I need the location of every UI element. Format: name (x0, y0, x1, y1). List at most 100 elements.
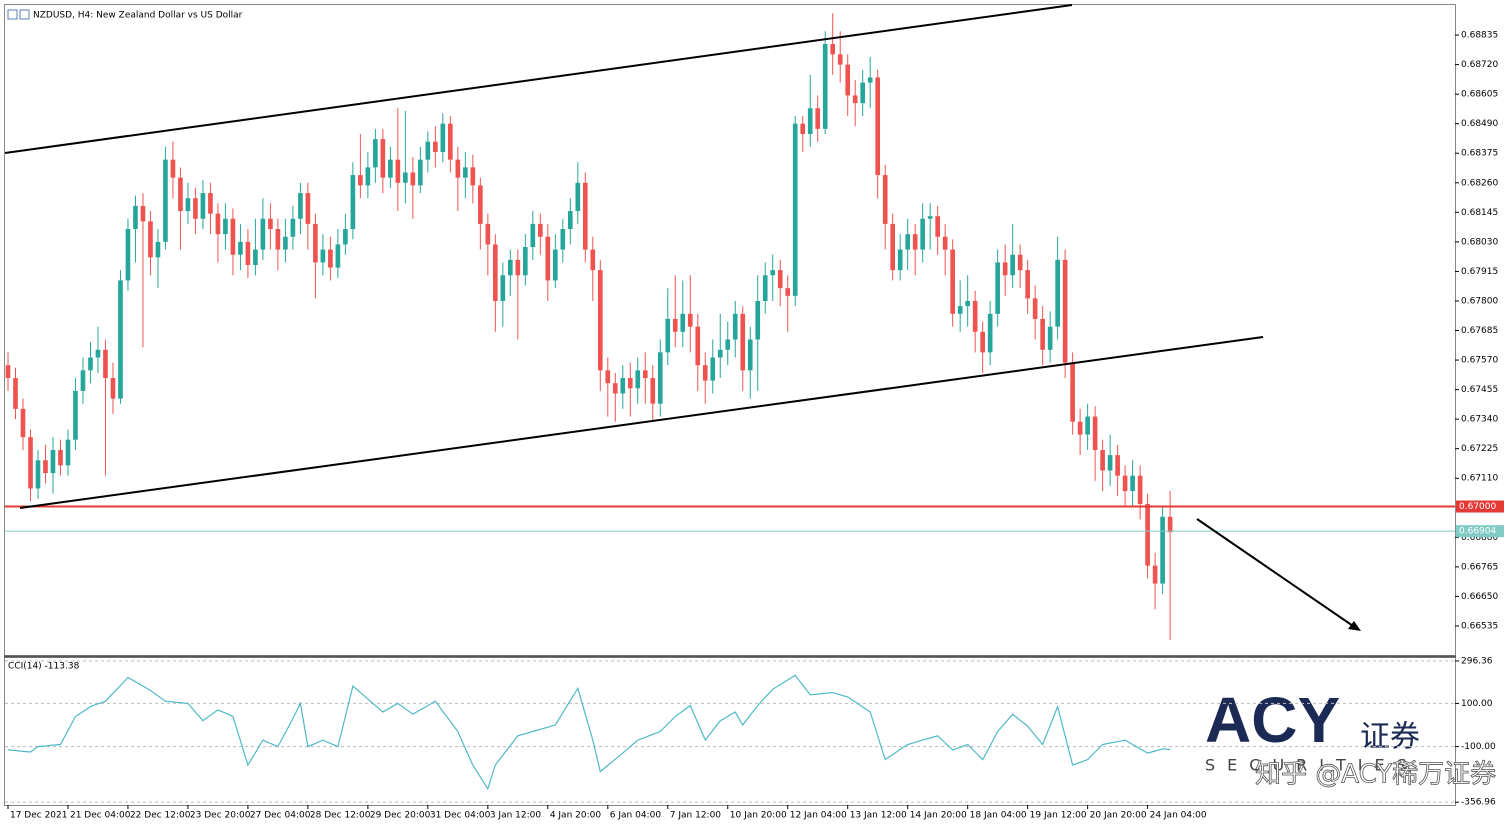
candle-body (425, 141, 431, 160)
candle-body (920, 218, 926, 250)
candle-body (478, 185, 483, 224)
candle-body (552, 249, 558, 281)
candle-body (88, 357, 93, 371)
y-tick-label: 0.68835 (1461, 31, 1498, 41)
y-tick-label: 0.68260 (1461, 178, 1498, 188)
x-tick-label: 29 Dec 20:00 (370, 811, 431, 821)
candle-body (995, 262, 1000, 314)
y-tick-label: 0.68490 (1461, 119, 1498, 129)
watermark-brand-cn: 证券 (1360, 720, 1420, 755)
price-label: 0.66904 (1459, 527, 1496, 537)
y-tick-label: 0.67225 (1461, 444, 1498, 454)
candle-body (672, 318, 678, 332)
candle-body (193, 198, 198, 219)
candle-body (1055, 259, 1060, 327)
candle-body (867, 77, 873, 83)
candle-body (627, 378, 633, 389)
candle-body (140, 205, 146, 222)
candle-body (493, 244, 498, 301)
candle-body (1167, 516, 1173, 533)
candle-body (845, 64, 851, 96)
candle-body (253, 249, 258, 265)
x-tick-label: 28 Dec 12:00 (310, 811, 371, 821)
candle-body (350, 175, 356, 230)
y-tick-label: 0.67570 (1461, 356, 1498, 366)
candle-body (433, 141, 438, 152)
x-tick-label: 23 Dec 20:00 (190, 811, 251, 821)
candle-body (290, 218, 296, 237)
candle-body (365, 167, 371, 186)
y-tick-label: 0.68605 (1461, 90, 1498, 100)
candle-body (830, 44, 836, 55)
candle-body (103, 349, 108, 379)
watermark-credit: 知乎 @ACY稀万证券 (1255, 760, 1496, 790)
candle-body (455, 159, 461, 178)
x-tick-label: 6 Jan 04:00 (610, 811, 662, 821)
y-tick-label: 0.67800 (1461, 296, 1498, 306)
y-tick-label: 0.66535 (1461, 621, 1498, 631)
candle-body (95, 349, 101, 358)
candle-body (770, 270, 776, 276)
candle-body (13, 378, 18, 409)
candle-body (373, 139, 378, 168)
x-tick-label: 31 Dec 04:00 (430, 811, 491, 821)
icon (7, 9, 18, 20)
y-tick-label: 0.68720 (1461, 60, 1498, 70)
candle-body (597, 270, 603, 371)
forecast-arrow-head (1348, 621, 1361, 631)
candle-body (695, 326, 701, 366)
candle-body (530, 223, 536, 248)
y-tick-label: 0.67110 (1461, 474, 1498, 484)
y-tick-label: 0.67340 (1461, 415, 1498, 425)
indicator-title: CCI(14) -113.38 (8, 662, 80, 672)
candle-body (725, 339, 731, 350)
candle-body (582, 182, 588, 250)
x-tick-label: 10 Jan 20:00 (730, 811, 787, 821)
x-tick-label: 27 Dec 04:00 (250, 811, 311, 821)
candle-body (1107, 455, 1113, 471)
candle-body (935, 216, 941, 237)
candle-body (912, 234, 918, 250)
x-tick-label: 14 Jan 20:00 (910, 811, 967, 821)
y-tick-label: 0.67455 (1461, 385, 1498, 395)
candle-body (635, 370, 641, 389)
candle-body (957, 306, 963, 314)
x-tick-label: 21 Dec 04:00 (70, 811, 131, 821)
candle-body (980, 331, 985, 353)
candle-body (500, 275, 506, 301)
candle-body (905, 234, 911, 250)
candle-body (463, 167, 468, 178)
channel-upper-line (4, 4, 1073, 154)
candle-body (245, 241, 251, 265)
candle-body (837, 54, 843, 65)
y-tick-label: 0.67915 (1461, 267, 1498, 277)
y-tick-label: 0.67685 (1461, 326, 1498, 336)
candle-body (1085, 416, 1090, 435)
candle-body (890, 223, 896, 271)
candle-body (1025, 270, 1030, 299)
candle-body (275, 229, 281, 250)
candle-body (612, 383, 618, 394)
candle-body (1032, 298, 1038, 319)
indicator-tick-label: 296.36 (1461, 656, 1493, 666)
candle-body (642, 370, 648, 379)
indicator-line (7, 674, 1171, 791)
candle-body (755, 300, 761, 340)
candle-body (560, 229, 566, 250)
x-tick-label: 20 Jan 20:00 (1090, 811, 1147, 821)
x-tick-label: 24 Jan 04:00 (1150, 811, 1207, 821)
candle-body (545, 236, 551, 281)
price-label-box (1456, 500, 1504, 513)
y-tick-label: 0.68375 (1461, 149, 1498, 159)
candle-body (1115, 455, 1120, 476)
candle-body (927, 216, 933, 219)
candle-body (1137, 475, 1143, 504)
x-tick-label: 7 Jan 12:00 (670, 811, 722, 821)
candle-body (1002, 262, 1008, 276)
candle-body (313, 223, 318, 263)
candle-body (148, 221, 153, 258)
candle-body (200, 193, 206, 219)
candle-body (1010, 254, 1015, 276)
candle-body (657, 352, 663, 404)
